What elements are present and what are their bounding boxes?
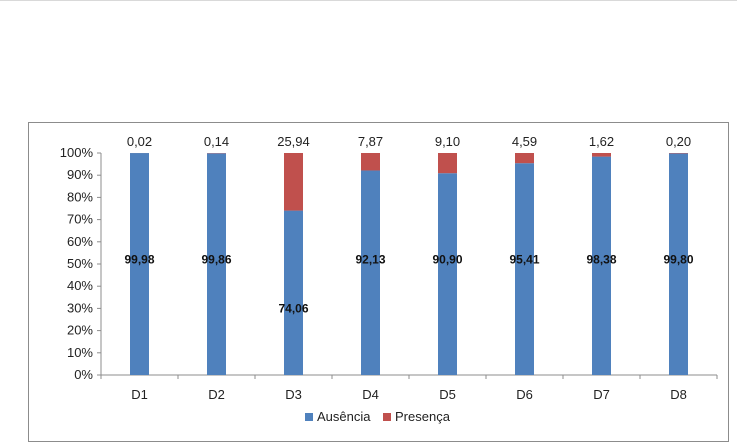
bar-ausencia-d4 [361,170,380,375]
x-category-label: D7 [593,387,610,402]
data-label-ausencia: 99,98 [124,253,154,267]
y-tick-label: 90% [67,167,93,182]
data-label-presenca: 1,62 [589,134,614,149]
bar-presenca-d7 [592,153,611,157]
y-tick-label: 60% [67,234,93,249]
bar-presenca-d3 [284,153,303,211]
top-divider [0,0,737,1]
data-label-ausencia: 90,90 [432,253,462,267]
data-label-ausencia: 74,06 [278,301,308,315]
data-label-presenca: 7,87 [358,134,383,149]
data-label-ausencia: 95,41 [509,253,539,267]
legend-swatch-ausencia [305,413,313,421]
y-tick-label: 70% [67,212,93,227]
bar-presenca-d6 [515,153,534,164]
data-label-ausencia: 99,80 [663,253,693,267]
y-tick-label: 20% [67,323,93,338]
x-category-label: D8 [670,387,687,402]
x-category-label: D4 [362,387,379,402]
bar-presenca-d4 [361,153,380,171]
legend-swatch-presenca [383,413,391,421]
y-tick-label: 50% [67,256,93,271]
x-category-label: D5 [439,387,456,402]
y-tick-label: 80% [67,189,93,204]
data-label-ausencia: 92,13 [355,253,385,267]
legend-label-ausencia: Ausência [317,409,371,424]
bar-ausencia-d6 [515,163,534,375]
data-label-presenca: 25,94 [277,134,310,149]
y-tick-label: 100% [60,145,94,160]
x-category-label: D3 [285,387,302,402]
x-category-label: D1 [131,387,148,402]
y-tick-label: 40% [67,278,93,293]
data-label-presenca: 0,14 [204,134,229,149]
bar-ausencia-d7 [592,156,611,375]
bar-ausencia-d2 [207,153,226,375]
bar-ausencia-d3 [284,210,303,375]
data-label-presenca: 0,20 [666,134,691,149]
chart-frame: 0% 10% 20% 30% 40% 50% 60% 70% 80% 90% 100% 0,02 99,… [28,122,729,442]
bar-ausencia-d1 [130,153,149,375]
y-tick-label: 10% [67,345,93,360]
data-label-ausencia: 99,86 [201,253,231,267]
data-label-ausencia: 98,38 [586,253,616,267]
bar-ausencia-d8 [669,153,688,375]
bar-ausencia-d5 [438,173,457,375]
stacked-bar-chart: 0% 10% 20% 30% 40% 50% 60% 70% 80% 90% 100% 0,02 99,… [60,134,718,424]
legend-label-presenca: Presença [395,409,451,424]
y-tick-label: 0% [74,367,93,382]
x-category-label: D2 [208,387,225,402]
data-label-presenca: 9,10 [435,134,460,149]
data-label-presenca: 4,59 [512,134,537,149]
x-category-label: D6 [516,387,533,402]
bar-presenca-d5 [438,153,457,174]
y-tick-label: 30% [67,300,93,315]
data-label-presenca: 0,02 [127,134,152,149]
